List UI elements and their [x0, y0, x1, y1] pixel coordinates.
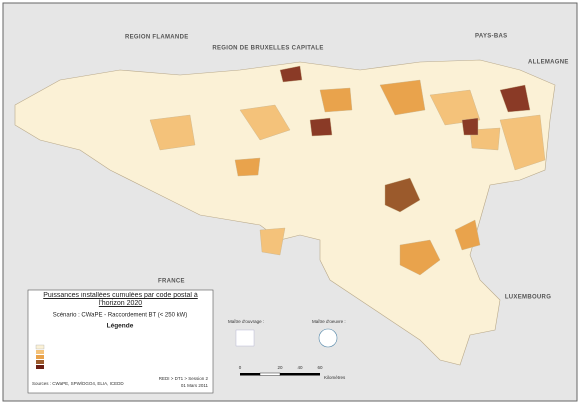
legend-box: [27, 289, 214, 394]
postal-areas: [149, 65, 546, 276]
region-label: ALLEMAGNE: [528, 60, 569, 66]
region-label: REGION DE BRUXELLES CAPITALE: [212, 46, 323, 52]
region-label: PAYS-BAS: [475, 34, 507, 40]
legend-date: 01 Mars 2011: [181, 383, 209, 388]
scale-label: 20: [277, 365, 283, 370]
credit-contractor: Maître d'oeuvre :: [312, 319, 346, 324]
scale-segment: [280, 373, 320, 376]
legend-heading: Légende: [107, 323, 134, 330]
legend-session: REDI > DT1 > Session 2: [159, 376, 209, 381]
legend-title-wrap: Puissances installées cumulées par code …: [43, 292, 198, 307]
legend-swatch: [36, 350, 44, 354]
legend-swatch: [36, 365, 44, 369]
scale-label: 60: [317, 365, 323, 370]
legend-swatch: [35, 344, 45, 350]
contractor-logo: [318, 328, 338, 348]
scale-segment: [259, 372, 281, 376]
legend-scenario: Scénario : CWaPE - Raccordement BT (< 25…: [53, 313, 188, 319]
legend-sources: Sources : CWaPE, SPW/DGO4, ELIA, ICEDD: [32, 381, 124, 386]
legend-title: Puissances installées cumulées par code …: [43, 292, 198, 307]
legend-swatch: [36, 360, 44, 364]
credit-owner: Maître d'ouvrage :: [228, 319, 264, 324]
wallonia: [14, 59, 556, 366]
scale-segment: [240, 373, 260, 376]
region-label: FRANCE: [158, 279, 185, 285]
scale-label: 40: [297, 365, 303, 370]
scale-bar: 0 20 40 60 Kilomètres: [239, 365, 346, 380]
region-label: LUXEMBOURG: [505, 295, 551, 301]
scale-label: 0: [239, 365, 242, 370]
scale-unit: Kilomètres: [324, 375, 346, 380]
region-label: REGION FLAMANDE: [125, 35, 189, 41]
legend-swatch: [36, 355, 44, 359]
owner-logo: [235, 329, 255, 347]
legend: Puissances installées cumulées par code …: [27, 289, 214, 394]
